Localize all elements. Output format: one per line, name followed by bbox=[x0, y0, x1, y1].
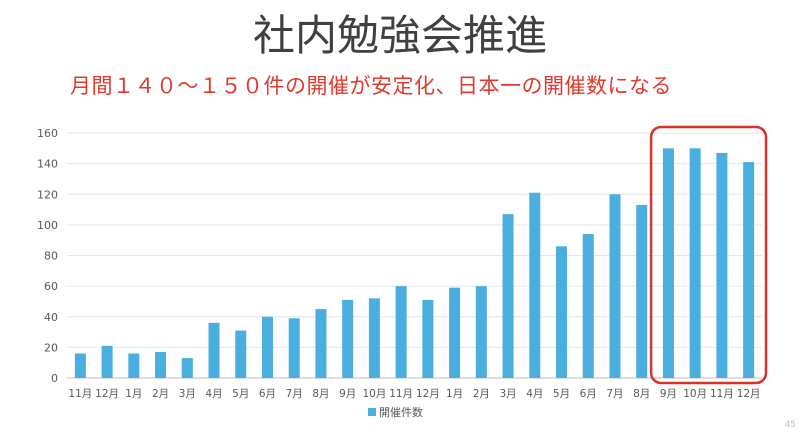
slide-title: 社内勉強会推進 bbox=[252, 11, 547, 60]
x-tick-label: 4月 bbox=[205, 388, 222, 400]
bar bbox=[342, 299, 354, 378]
x-tick-label: 12月 bbox=[416, 388, 440, 400]
bar bbox=[315, 309, 327, 378]
bar bbox=[422, 299, 434, 378]
bar bbox=[716, 152, 728, 378]
bar bbox=[181, 358, 193, 378]
y-tick-label: 120 bbox=[37, 188, 58, 201]
x-tick-label: 11月 bbox=[389, 388, 413, 400]
x-tick-label: 2月 bbox=[152, 388, 169, 400]
bar bbox=[502, 214, 514, 378]
y-tick-label: 140 bbox=[37, 158, 58, 171]
bar bbox=[689, 148, 701, 378]
bar bbox=[101, 345, 113, 378]
bar bbox=[556, 246, 568, 378]
bar bbox=[636, 204, 648, 378]
bar bbox=[261, 316, 273, 378]
x-tick-label: 6月 bbox=[259, 388, 276, 400]
legend-label: 開催件数 bbox=[379, 405, 423, 419]
y-tick-label: 160 bbox=[37, 127, 58, 140]
page-number: 45 bbox=[784, 420, 796, 430]
bar bbox=[155, 351, 167, 378]
legend-swatch bbox=[368, 408, 376, 416]
bar bbox=[449, 287, 461, 378]
x-tick-label: 3月 bbox=[499, 388, 516, 400]
y-tick-label: 100 bbox=[37, 219, 58, 232]
x-tick-label: 7月 bbox=[286, 388, 303, 400]
x-tick-label: 9月 bbox=[339, 388, 356, 400]
x-tick-label: 5月 bbox=[553, 388, 570, 400]
slide-subtitle: 月間１４０～１５０件の開催が安定化、日本一の開催数になる bbox=[70, 74, 672, 98]
y-tick-label: 20 bbox=[44, 341, 58, 354]
bar bbox=[368, 298, 380, 378]
bar bbox=[609, 194, 621, 378]
y-tick-label: 0 bbox=[51, 372, 58, 385]
x-tick-label: 3月 bbox=[179, 388, 196, 400]
bar bbox=[235, 330, 247, 378]
x-tick-label: 6月 bbox=[580, 388, 597, 400]
x-tick-label: 4月 bbox=[526, 388, 543, 400]
bar bbox=[74, 353, 86, 378]
x-tick-label: 7月 bbox=[606, 388, 623, 400]
x-tick-label: 8月 bbox=[633, 388, 650, 400]
x-tick-label: 2月 bbox=[473, 388, 490, 400]
bar bbox=[288, 318, 300, 378]
x-tick-label: 1月 bbox=[446, 388, 463, 400]
x-tick-label: 10月 bbox=[362, 388, 386, 400]
bar bbox=[743, 162, 755, 378]
x-tick-label: 1月 bbox=[125, 388, 142, 400]
y-tick-label: 60 bbox=[44, 280, 58, 293]
x-tick-label: 11月 bbox=[710, 388, 734, 400]
x-tick-label: 12月 bbox=[95, 388, 119, 400]
bar bbox=[475, 286, 487, 378]
highlight-box bbox=[649, 125, 768, 385]
x-tick-label: 10月 bbox=[683, 388, 707, 400]
bar bbox=[208, 322, 220, 378]
x-tick-label: 8月 bbox=[312, 388, 329, 400]
bar bbox=[128, 353, 140, 378]
bar bbox=[529, 192, 541, 378]
x-tick-label: 11月 bbox=[68, 388, 92, 400]
bar bbox=[662, 148, 674, 378]
y-tick-label: 80 bbox=[44, 250, 58, 263]
x-tick-label: 5月 bbox=[232, 388, 249, 400]
x-tick-label: 12月 bbox=[737, 388, 761, 400]
bar bbox=[582, 234, 594, 378]
bar bbox=[395, 286, 407, 378]
x-tick-label: 9月 bbox=[660, 388, 677, 400]
y-tick-label: 40 bbox=[44, 311, 58, 324]
